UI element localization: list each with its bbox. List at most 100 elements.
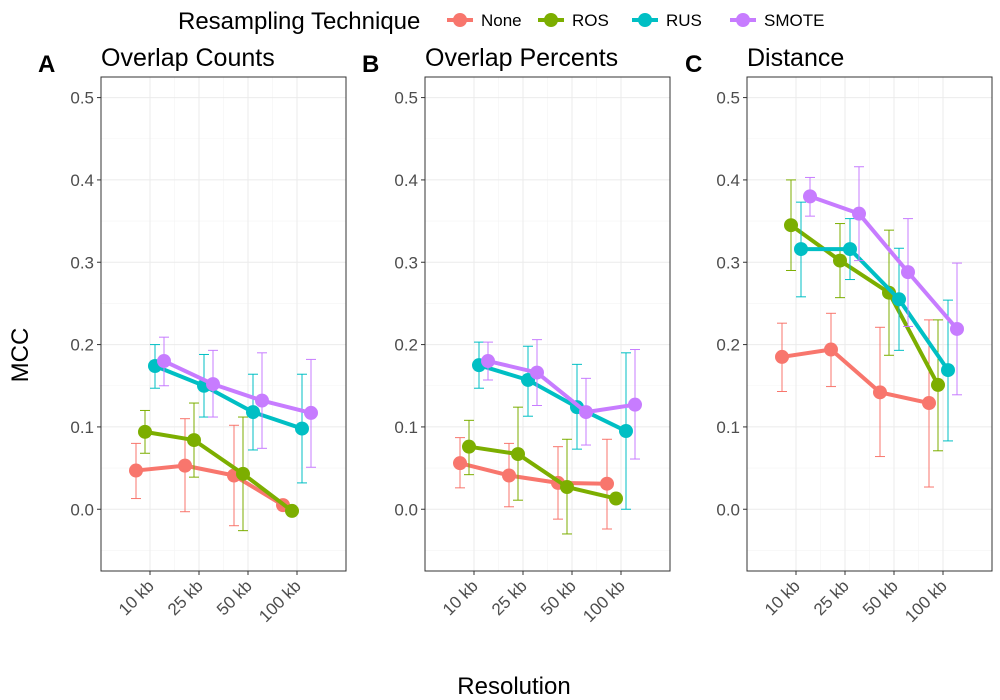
y-tick-label: 0.5 [394,89,418,108]
panel-title: Distance [747,44,844,72]
data-point [206,377,220,392]
x-tick-label: 50 kb [859,576,902,619]
series-rus [794,201,955,442]
legend-item-rus: RUS [632,11,702,30]
x-tick-label: 100 kb [901,576,951,626]
y-tick-label: 0.4 [394,171,418,190]
data-point [138,424,152,439]
series-line [781,347,930,405]
y-tick-label: 0.4 [716,171,740,190]
legend-item-none: None [447,11,522,30]
series-line [809,194,959,331]
data-point [794,242,808,257]
data-point [882,285,896,300]
panel-title: Overlap Percents [425,44,618,72]
series-smote [481,339,642,460]
data-point [833,253,847,268]
data-point [560,480,574,495]
data-point [852,206,866,221]
x-tick-label: 100 kb [579,576,629,626]
series-line [135,463,285,507]
data-point [775,349,789,364]
data-point [609,491,623,506]
data-point [502,468,516,483]
data-point [600,476,614,491]
series-ros [462,406,623,535]
legend-items: None ROS RUS SMOTE [447,11,824,30]
y-tick-label: 0.1 [394,418,418,437]
data-point [304,405,318,420]
data-point [453,456,467,471]
x-tick-label: 100 kb [255,576,305,626]
legend-label: ROS [572,11,609,30]
data-point [481,354,495,369]
data-point [246,405,260,420]
legend-key-point [544,13,558,27]
legend: Resampling Technique None ROS RUS SMOTE [178,8,824,35]
series-line [801,247,950,372]
data-point [619,424,633,439]
series-line [459,461,608,486]
y-tick-label: 0.4 [70,171,94,190]
data-point [178,458,192,473]
data-point [511,447,525,462]
y-tick-label: 0.5 [716,89,740,108]
x-tick-label: 50 kb [213,576,256,619]
panels: 0.00.10.20.30.40.510 kb 25 kb 50 kb 100 kbA… [38,44,993,626]
y-tick-label: 0.3 [70,253,94,272]
data-point [922,396,936,411]
y-tick-label: 0.3 [716,253,740,272]
data-point [157,354,171,369]
data-point [579,405,593,420]
data-point [873,385,887,400]
data-point [255,393,269,408]
data-point [931,377,945,392]
y-tick-label: 0.0 [394,500,418,519]
x-tick-label: 25 kb [488,576,531,619]
y-tick-label: 0.5 [70,89,94,108]
data-point [628,397,642,412]
series-none [129,418,290,527]
data-point [950,321,964,336]
series-none [775,312,936,488]
x-tick-label: 25 kb [810,576,853,619]
x-tick-label: 10 kb [761,576,804,619]
data-point [901,265,915,280]
data-point [295,421,309,436]
panel-tag: C [685,51,702,78]
data-point [285,503,299,518]
data-point [843,242,857,257]
data-point [824,342,838,357]
data-point [187,433,201,448]
data-point [530,365,544,380]
panel-tag: A [38,51,55,78]
data-point [803,189,817,204]
data-point [129,463,143,478]
legend-key-point [453,13,467,27]
legend-key-point [638,13,652,27]
y-tick-label: 0.0 [716,500,740,519]
legend-label: SMOTE [764,11,824,30]
series-smote [803,166,964,396]
y-tick-label: 0.1 [716,418,740,437]
series-ros [138,402,299,532]
legend-label: None [481,11,522,30]
panel-border [746,76,993,572]
legend-key-point [736,13,750,27]
data-point [462,439,476,454]
y-tick-label: 0.2 [394,336,418,355]
x-tick-label: 50 kb [537,576,580,619]
series-line [478,363,627,433]
series-line [789,223,940,386]
series-line [144,429,294,513]
panel-c: 0.0 0.1 0.2 0.3 0.4 0.5 10 kb 25 kb 50 kb 100 kb C… [685,44,993,626]
y-tick-label: 0.3 [394,253,418,272]
series-line [487,359,636,415]
series-ros [784,179,945,452]
series-line [468,444,617,501]
legend-title: Resampling Technique [178,8,420,35]
x-axis-title: Resolution [457,673,570,700]
series-none [453,437,614,530]
data-point [941,363,955,378]
